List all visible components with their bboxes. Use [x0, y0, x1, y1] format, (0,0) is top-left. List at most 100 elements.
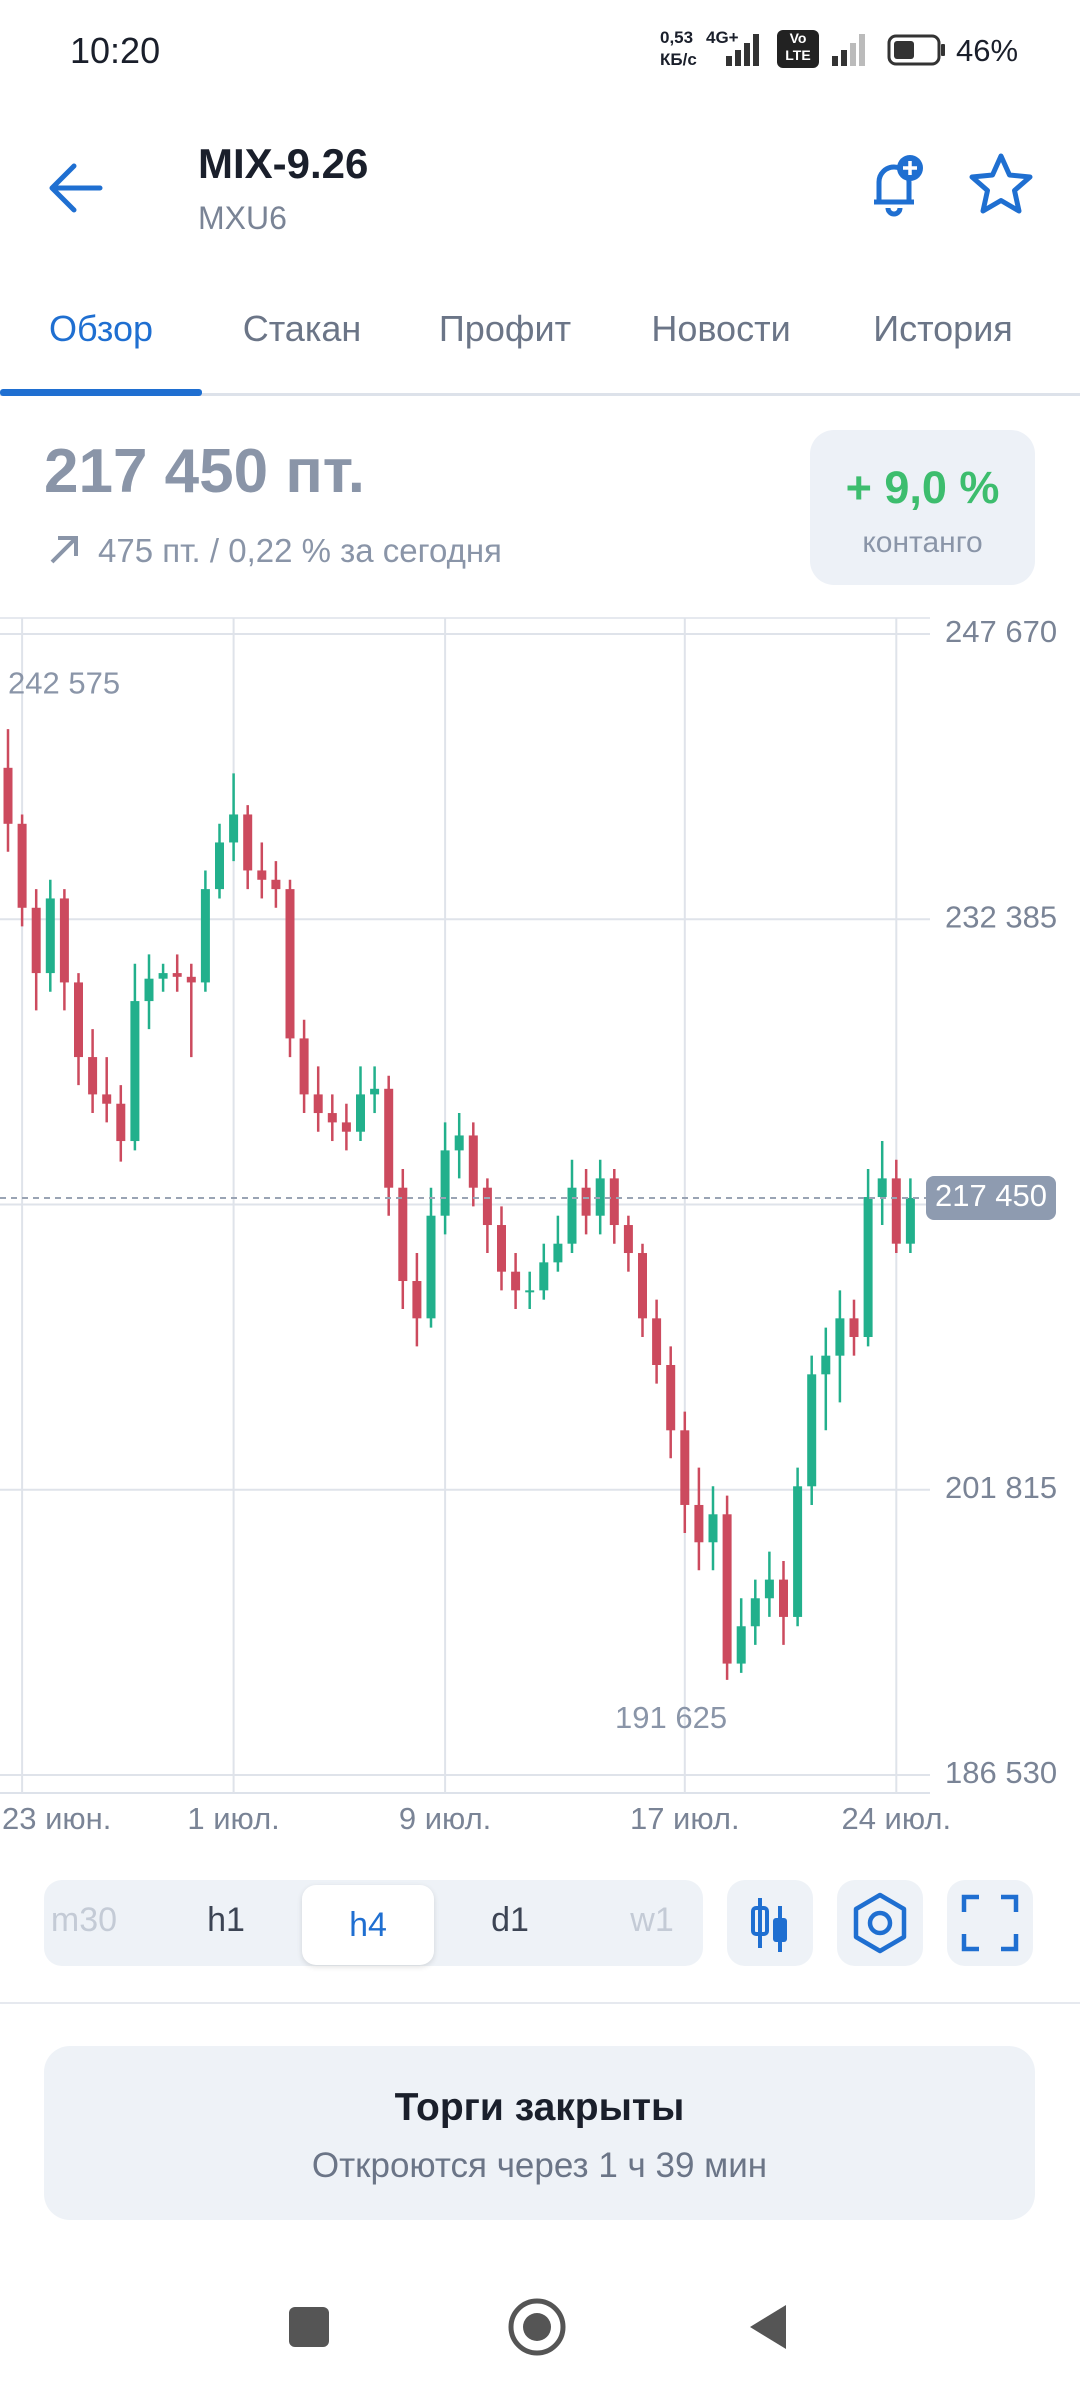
- instrument-title: MIX-9.26: [198, 140, 369, 187]
- candle-body: [440, 1150, 450, 1216]
- recents-button[interactable]: [289, 2307, 329, 2347]
- candle-body: [327, 1113, 337, 1123]
- candle-body: [793, 1486, 803, 1617]
- candle-body: [17, 823, 27, 908]
- candle-body: [666, 1364, 676, 1431]
- current-price-badge: [926, 1175, 1056, 1220]
- candle-body: [638, 1253, 647, 1319]
- tab[interactable]: Новости: [651, 308, 791, 349]
- y-tick-label: 247 670: [945, 614, 1057, 649]
- net-unit: КБ/с: [660, 50, 697, 69]
- candle-body: [74, 982, 83, 1058]
- market-opens: Откроются через 1 ч 39 мин: [311, 2146, 768, 2185]
- candle-body: [257, 870, 267, 880]
- candle-body: [412, 1281, 422, 1319]
- interval-option[interactable]: h4: [302, 1885, 434, 1965]
- x-tick-label: 24 июл.: [841, 1801, 951, 1836]
- candle-body: [102, 1094, 112, 1104]
- candle-body: [116, 1103, 126, 1142]
- candle-body: [158, 973, 168, 979]
- candle-body: [398, 1187, 408, 1282]
- current-price-label: 217 450: [935, 1178, 1047, 1213]
- candle-body: [200, 889, 210, 983]
- fullscreen-button[interactable]: [947, 1880, 1033, 1966]
- change-arrow: [50, 536, 78, 564]
- candle-body: [891, 1178, 901, 1244]
- market-status: Торги закрыты: [394, 2086, 685, 2129]
- divider: [0, 2002, 1080, 2004]
- candle-body: [764, 1579, 774, 1599]
- candle-body: [750, 1598, 760, 1627]
- indicators-button[interactable]: [837, 1880, 923, 1966]
- x-tick-label: 1 июл.: [187, 1801, 279, 1836]
- candle-body: [567, 1187, 577, 1244]
- alert-button[interactable]: [860, 150, 930, 220]
- candle-body: [680, 1430, 690, 1505]
- net-speed: 0,53: [660, 28, 694, 47]
- candle-body: [581, 1187, 591, 1216]
- candle-body: [539, 1262, 549, 1291]
- candle-body: [511, 1271, 521, 1291]
- market-status-card: [44, 2046, 1035, 2220]
- y-tick-label: 201 815: [945, 1470, 1057, 1505]
- basis-card: [810, 430, 1035, 585]
- tab[interactable]: Стакан: [242, 308, 362, 349]
- clock: 10:20: [70, 30, 161, 71]
- tab[interactable]: Обзор: [49, 308, 153, 349]
- candle-body: [905, 1197, 915, 1244]
- candle-body: [863, 1197, 873, 1338]
- candle-body: [313, 1094, 323, 1114]
- candle-body: [652, 1318, 662, 1365]
- candle-body: [299, 1038, 309, 1095]
- candle-body: [243, 814, 253, 871]
- back-nav-button[interactable]: [750, 2305, 786, 2349]
- candle-body: [722, 1514, 732, 1664]
- navigation-bar: [289, 2298, 786, 2356]
- tab-divider: [0, 393, 1080, 396]
- home-button[interactable]: [508, 2298, 566, 2356]
- hex-icon: [853, 1892, 907, 1954]
- candle-body: [144, 978, 154, 1002]
- chart-type-button[interactable]: [727, 1880, 813, 1966]
- candle-body: [271, 879, 281, 890]
- y-tick-label: 186 530: [945, 1755, 1057, 1790]
- back-button[interactable]: [46, 160, 106, 216]
- instrument-ticker: MXU6: [198, 200, 287, 236]
- tab-indicator: [0, 389, 202, 396]
- basis-label: контанго: [862, 526, 983, 559]
- candle-body: [172, 973, 182, 977]
- candle-body: [215, 842, 224, 890]
- candle-body: [88, 1057, 98, 1095]
- candle-body: [229, 814, 239, 843]
- candle-body: [595, 1178, 605, 1216]
- net-type: 4G+: [706, 28, 739, 47]
- candle-body: [384, 1088, 394, 1188]
- candle-body: [609, 1178, 619, 1226]
- fullscreen-icon: [961, 1894, 1019, 1952]
- favorite-button[interactable]: [966, 150, 1036, 220]
- candle-body: [285, 889, 295, 1039]
- home-dot: [523, 2313, 551, 2341]
- tab[interactable]: Профит: [438, 308, 572, 349]
- interval-option[interactable]: h1: [207, 1901, 245, 1939]
- interval-option[interactable]: w1: [630, 1901, 674, 1939]
- candle-body: [3, 767, 13, 824]
- candle-body: [623, 1225, 633, 1254]
- candle-body: [835, 1318, 845, 1356]
- battery-level: 46%: [956, 33, 1019, 68]
- interval-option[interactable]: m30: [50, 1901, 118, 1939]
- candle-body: [454, 1135, 464, 1151]
- candle-body: [553, 1243, 563, 1263]
- tab[interactable]: История: [873, 308, 1013, 349]
- x-tick-label: 9 июл.: [399, 1801, 491, 1836]
- candle-body: [482, 1187, 492, 1226]
- y-tick-label: 232 385: [945, 899, 1057, 934]
- max-price-label: 242 575: [8, 665, 120, 700]
- interval-option[interactable]: d1: [491, 1901, 529, 1939]
- candle-body: [779, 1579, 788, 1617]
- candle-icon: [751, 1898, 787, 1952]
- candle-body: [525, 1290, 535, 1293]
- status-icons: [726, 34, 945, 66]
